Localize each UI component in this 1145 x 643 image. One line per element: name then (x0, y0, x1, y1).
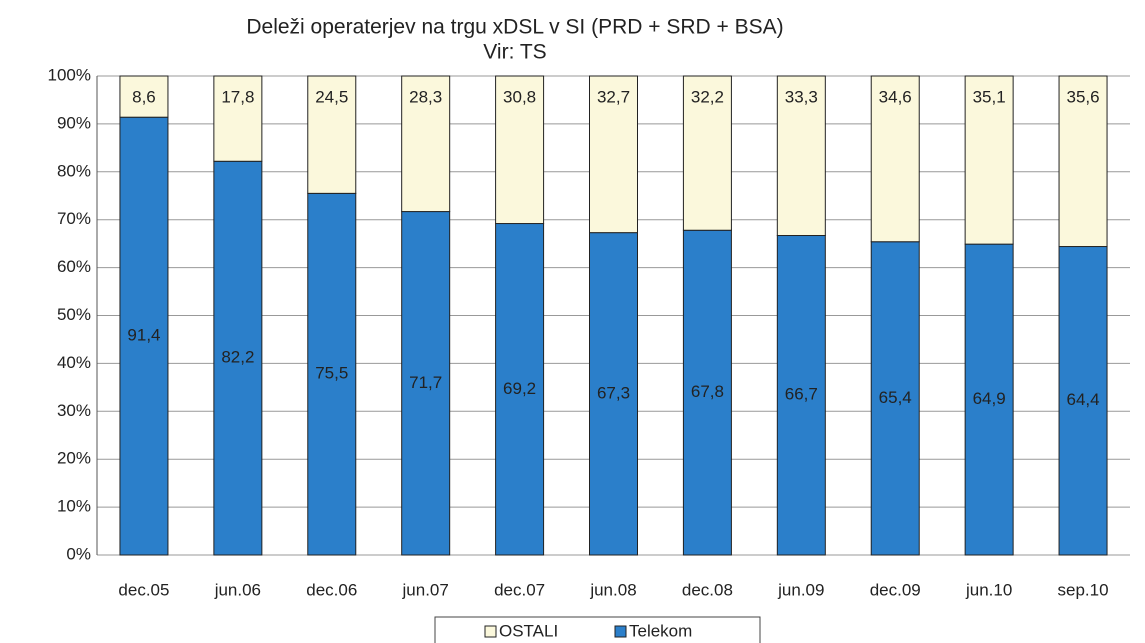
data-label: 35,1 (973, 87, 1006, 106)
y-tick-label: 0% (66, 544, 91, 563)
data-label: 64,4 (1066, 390, 1099, 409)
y-tick-label: 90% (57, 113, 91, 132)
bar-segment (401, 75, 451, 213)
y-tick-label: 50% (57, 305, 91, 324)
bar-segment (307, 75, 357, 194)
legend-swatch (484, 625, 497, 638)
y-tick-label: 20% (57, 449, 91, 468)
bar-segment (119, 116, 169, 556)
data-label: 67,3 (597, 383, 630, 402)
bar-segment (964, 243, 1014, 556)
data-label: 32,2 (691, 87, 724, 106)
x-tick-label: jun.09 (777, 580, 824, 599)
bar-segment (213, 75, 263, 162)
data-label: 17,8 (221, 87, 254, 106)
x-tick-label: dec.06 (306, 580, 357, 599)
bar-segment (964, 75, 1014, 245)
data-label: 35,6 (1066, 87, 1099, 106)
legend-label: Telekom (629, 621, 692, 640)
data-label: 8,6 (132, 87, 156, 106)
bar-segment (870, 241, 920, 556)
data-label: 64,9 (973, 389, 1006, 408)
y-tick-label: 40% (57, 353, 91, 372)
data-label: 32,7 (597, 87, 630, 106)
data-label: 24,5 (315, 87, 348, 106)
data-label: 65,4 (879, 388, 912, 407)
y-tick-label: 30% (57, 401, 91, 420)
chart-title: Deleži operaterjev na trgu xDSL v SI (PR… (246, 16, 783, 39)
data-label: 66,7 (785, 385, 818, 404)
bar-segment (1058, 75, 1108, 248)
bar-segment (589, 232, 638, 556)
y-tick-label: 60% (57, 257, 91, 276)
bar-segment (682, 75, 732, 231)
data-label: 28,3 (409, 87, 442, 106)
legend-label: OSTALI (499, 621, 558, 640)
x-tick-label: jun.06 (214, 580, 261, 599)
legend-swatch (614, 625, 627, 638)
y-tick-label: 70% (57, 209, 91, 228)
data-label: 75,5 (315, 364, 348, 383)
x-tick-label: dec.09 (870, 580, 921, 599)
y-tick-label: 80% (57, 161, 91, 180)
y-tick-label: 10% (57, 497, 91, 516)
bar-segment (1058, 246, 1108, 556)
bar-segment (401, 211, 451, 556)
data-label: 71,7 (409, 373, 442, 392)
bar-segment (776, 235, 826, 556)
bar-segment (119, 75, 169, 118)
x-tick-label: sep.10 (1058, 580, 1109, 599)
data-label: 67,8 (691, 382, 724, 401)
data-label: 82,2 (221, 348, 254, 367)
bar-segment (776, 75, 826, 237)
x-tick-label: jun.07 (402, 580, 449, 599)
x-tick-label: dec.08 (682, 580, 733, 599)
legend-box (434, 616, 761, 643)
x-tick-label: jun.10 (965, 580, 1012, 599)
data-label: 33,3 (785, 87, 818, 106)
data-label: 69,2 (503, 379, 536, 398)
bar-segment (495, 75, 545, 225)
bar-segment (307, 192, 357, 556)
data-label: 34,6 (879, 87, 912, 106)
data-label: 30,8 (503, 87, 536, 106)
y-tick-label: 100% (48, 65, 91, 84)
x-tick-label: dec.05 (118, 580, 169, 599)
x-tick-label: dec.07 (494, 580, 545, 599)
bar-segment (589, 75, 638, 234)
bar-segment (870, 75, 920, 243)
chart-subtitle: Vir: TS (483, 41, 546, 64)
data-label: 91,4 (127, 326, 160, 345)
bar-segment (682, 229, 732, 556)
x-tick-label: jun.08 (589, 580, 636, 599)
